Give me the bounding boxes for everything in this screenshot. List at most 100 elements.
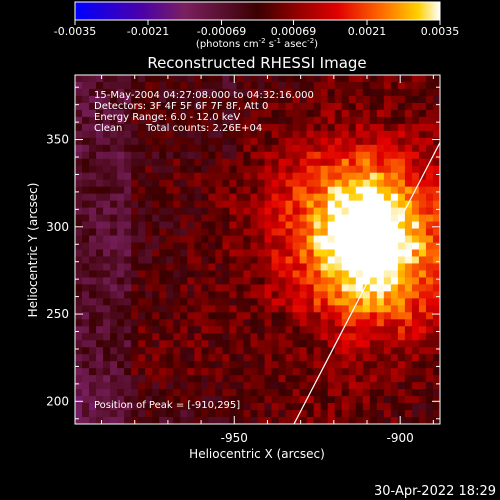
heatmap-cell xyxy=(243,389,251,397)
heatmap-cell xyxy=(369,75,378,83)
heatmap-cell xyxy=(334,389,343,397)
colorbar-tick-label: -0.0035 xyxy=(54,25,96,38)
heatmap-cell xyxy=(124,312,132,320)
heatmap-cell xyxy=(75,228,83,236)
heatmap-cell xyxy=(390,319,399,327)
heatmap-cell xyxy=(341,228,350,236)
heatmap-cell xyxy=(187,298,195,306)
heatmap-cell xyxy=(425,382,434,390)
heatmap-cell xyxy=(152,354,160,362)
heatmap-cell xyxy=(236,305,244,313)
heatmap-cell xyxy=(390,340,399,348)
heatmap-cell xyxy=(376,319,385,327)
heatmap-cell xyxy=(376,375,385,383)
heatmap-cell xyxy=(348,214,357,222)
heatmap-cell xyxy=(194,221,202,229)
heatmap-cell xyxy=(194,242,202,250)
heatmap-cell xyxy=(299,256,308,264)
heatmap-cell xyxy=(278,179,286,188)
heatmap-cell xyxy=(348,326,357,334)
heatmap-cell xyxy=(306,214,315,222)
heatmap-cell xyxy=(131,172,139,181)
heatmap-cell xyxy=(425,116,434,125)
heatmap-cell xyxy=(222,207,230,215)
heatmap-cell xyxy=(264,305,272,313)
heatmap-cell xyxy=(369,347,378,355)
heatmap-cell xyxy=(236,368,244,376)
heatmap-cell xyxy=(355,102,364,111)
heatmap-cell xyxy=(348,396,357,404)
heatmap-cell xyxy=(285,361,293,369)
heatmap-cell xyxy=(313,256,322,264)
heatmap-cell xyxy=(306,417,315,424)
heatmap-cell xyxy=(173,186,181,195)
heatmap-cell xyxy=(369,333,378,341)
heatmap-cell xyxy=(355,396,364,404)
heatmap-cell xyxy=(348,410,357,418)
heatmap-cell xyxy=(96,249,104,257)
y-axis-title: Heliocentric Y (arcsec) xyxy=(26,183,40,318)
heatmap-cell xyxy=(355,291,364,299)
heatmap-cell xyxy=(369,382,378,390)
heatmap-cell xyxy=(264,396,272,404)
heatmap-cell xyxy=(376,172,385,181)
heatmap-cell xyxy=(285,410,293,418)
heatmap-cell xyxy=(369,263,378,271)
heatmap-cell xyxy=(404,116,413,125)
heatmap-cell xyxy=(124,417,132,424)
heatmap-cell xyxy=(348,389,357,397)
heatmap-cell xyxy=(243,270,251,278)
heatmap-cell xyxy=(383,333,392,341)
heatmap-cell xyxy=(152,207,160,215)
heatmap-cell xyxy=(313,151,322,160)
heatmap-cell xyxy=(250,116,258,125)
heatmap-cell xyxy=(124,179,132,188)
heatmap-cell xyxy=(264,403,272,411)
heatmap-cell xyxy=(166,200,174,209)
heatmap-cell xyxy=(215,333,223,341)
heatmap-cell xyxy=(159,396,167,404)
heatmap-cell xyxy=(383,109,392,118)
heatmap-cell xyxy=(292,172,301,181)
heatmap-cell xyxy=(320,347,329,355)
heatmap-cell xyxy=(271,270,279,278)
heatmap-cell xyxy=(327,256,336,264)
heatmap-cell xyxy=(222,256,230,264)
heatmap-cell xyxy=(257,172,265,181)
heatmap-cell xyxy=(390,88,399,97)
heatmap-cell xyxy=(271,123,279,132)
heatmap-cell xyxy=(152,186,160,195)
heatmap-cell xyxy=(138,417,146,424)
heatmap-cell xyxy=(411,179,420,188)
heatmap-cell xyxy=(208,298,216,306)
heatmap-cell xyxy=(341,109,350,118)
heatmap-cell xyxy=(327,179,336,188)
heatmap-cell xyxy=(124,375,132,383)
heatmap-cell xyxy=(103,347,111,355)
heatmap-cell xyxy=(390,249,399,257)
heatmap-cell xyxy=(173,375,181,383)
heatmap-cell xyxy=(173,298,181,306)
heatmap-cell xyxy=(131,116,139,125)
heatmap-cell xyxy=(306,137,315,146)
heatmap-cell xyxy=(411,312,420,320)
heatmap-cell xyxy=(222,214,230,222)
heatmap-cell xyxy=(131,235,139,243)
heatmap-cell xyxy=(334,165,343,174)
heatmap-cell xyxy=(236,102,244,111)
heatmap-cell xyxy=(117,291,125,299)
heatmap-cell xyxy=(194,326,202,334)
heatmap-cell xyxy=(432,298,440,306)
heatmap-cell xyxy=(411,172,420,181)
heatmap-cell xyxy=(341,396,350,404)
heatmap-cell xyxy=(145,186,153,195)
heatmap-cell xyxy=(201,410,209,418)
heatmap-cell xyxy=(362,319,371,327)
heatmap-cell xyxy=(250,109,258,118)
heatmap-cell xyxy=(411,263,420,271)
heatmap-cell xyxy=(418,347,427,355)
heatmap-cell xyxy=(117,81,125,90)
heatmap-cell xyxy=(432,235,440,243)
heatmap-cell xyxy=(341,256,350,264)
